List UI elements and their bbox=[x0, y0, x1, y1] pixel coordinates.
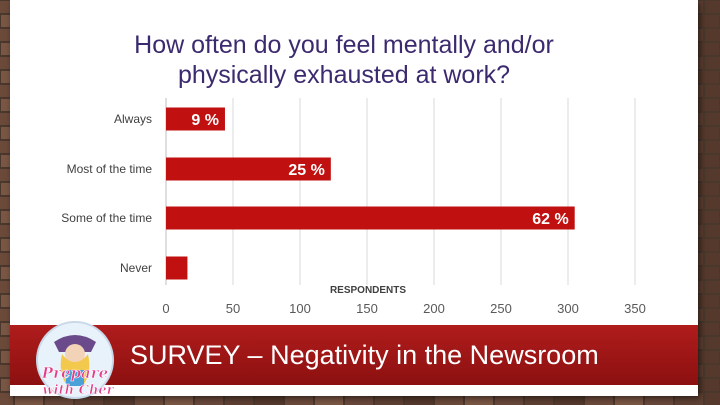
svg-text:Prepare: Prepare bbox=[41, 364, 108, 382]
brick bbox=[375, 393, 403, 405]
brick bbox=[691, 323, 719, 335]
brick bbox=[691, 295, 719, 307]
brick bbox=[691, 239, 719, 251]
brick bbox=[705, 169, 720, 181]
brick bbox=[225, 393, 253, 405]
brick bbox=[691, 43, 719, 55]
brick bbox=[0, 393, 13, 405]
data-label: 25 % bbox=[288, 162, 324, 179]
brick bbox=[691, 351, 719, 363]
brick bbox=[555, 393, 583, 405]
brick bbox=[0, 1, 13, 13]
brick bbox=[0, 281, 13, 293]
brick bbox=[691, 127, 719, 139]
footer-band bbox=[10, 325, 698, 385]
x-tick-label: 250 bbox=[490, 301, 512, 316]
x-axis-label: RESPONDENTS bbox=[330, 285, 406, 296]
brick bbox=[705, 57, 720, 69]
brick bbox=[691, 15, 719, 27]
brick bbox=[0, 253, 13, 265]
brick bbox=[15, 393, 43, 405]
brick bbox=[705, 113, 720, 125]
chart-title: How often do you feel mentally and/or ph… bbox=[0, 30, 688, 90]
x-tick-label: 350 bbox=[624, 301, 646, 316]
brick bbox=[705, 393, 720, 405]
bar bbox=[166, 157, 331, 181]
brick bbox=[345, 393, 373, 405]
brick bbox=[525, 393, 553, 405]
brick bbox=[105, 393, 133, 405]
x-tick-label: 0 bbox=[162, 301, 169, 316]
brick bbox=[705, 365, 720, 377]
brick bbox=[675, 393, 703, 405]
x-tick-label: 200 bbox=[423, 301, 445, 316]
brick bbox=[405, 393, 433, 405]
brick bbox=[705, 309, 720, 321]
brick bbox=[691, 99, 719, 111]
brick bbox=[0, 57, 13, 69]
x-tick-label: 300 bbox=[557, 301, 579, 316]
brick bbox=[0, 169, 13, 181]
brick bbox=[705, 141, 720, 153]
brick bbox=[691, 183, 719, 195]
brick bbox=[315, 393, 343, 405]
brick bbox=[691, 211, 719, 223]
brick bbox=[645, 393, 673, 405]
brick bbox=[285, 393, 313, 405]
brick bbox=[0, 197, 13, 209]
brick bbox=[0, 225, 13, 237]
brick bbox=[135, 393, 163, 405]
brick bbox=[691, 71, 719, 83]
data-label: 9 % bbox=[191, 112, 219, 129]
brick bbox=[435, 393, 463, 405]
brick bbox=[0, 29, 13, 41]
brick bbox=[705, 281, 720, 293]
brick bbox=[705, 1, 720, 13]
x-tick-label: 100 bbox=[289, 301, 311, 316]
category-label: Never bbox=[120, 261, 152, 275]
brick bbox=[585, 393, 613, 405]
brick bbox=[465, 393, 493, 405]
category-label: Always bbox=[114, 112, 152, 126]
brick bbox=[495, 393, 523, 405]
brick bbox=[0, 113, 13, 125]
brick bbox=[705, 225, 720, 237]
chart-title-line-2: physically exhausted at work? bbox=[177, 61, 511, 89]
category-label: Some of the time bbox=[61, 211, 152, 225]
brick bbox=[691, 379, 719, 391]
brick bbox=[165, 393, 193, 405]
bar bbox=[166, 206, 575, 230]
brick bbox=[0, 337, 13, 349]
footer-title: SURVEY – Negativity in the Newsroom bbox=[130, 340, 599, 370]
brick bbox=[255, 393, 283, 405]
bar bbox=[166, 256, 188, 280]
brick bbox=[615, 393, 643, 405]
brick bbox=[705, 29, 720, 41]
x-tick-label: 50 bbox=[226, 301, 240, 316]
chart-title-line-1: How often do you feel mentally and/or bbox=[134, 31, 554, 59]
brick bbox=[705, 253, 720, 265]
category-label: Most of the time bbox=[67, 162, 153, 176]
prepare-with-cher-logo: Prepare with Cher bbox=[36, 321, 115, 399]
brick bbox=[0, 309, 13, 321]
bar bbox=[166, 107, 225, 131]
brick bbox=[0, 141, 13, 153]
svg-text:with Cher: with Cher bbox=[42, 383, 114, 398]
x-tick-label: 150 bbox=[356, 301, 378, 316]
brick bbox=[195, 393, 223, 405]
brick bbox=[705, 197, 720, 209]
bar-chart: 0 50 100 150 200 250 300 350 Always 9 % Most of th… bbox=[61, 98, 646, 316]
brick bbox=[705, 85, 720, 97]
brick bbox=[691, 155, 719, 167]
brick bbox=[705, 337, 720, 349]
brick bbox=[0, 365, 13, 377]
data-label: 62 % bbox=[532, 211, 568, 228]
brick bbox=[0, 85, 13, 97]
brick bbox=[691, 267, 719, 279]
